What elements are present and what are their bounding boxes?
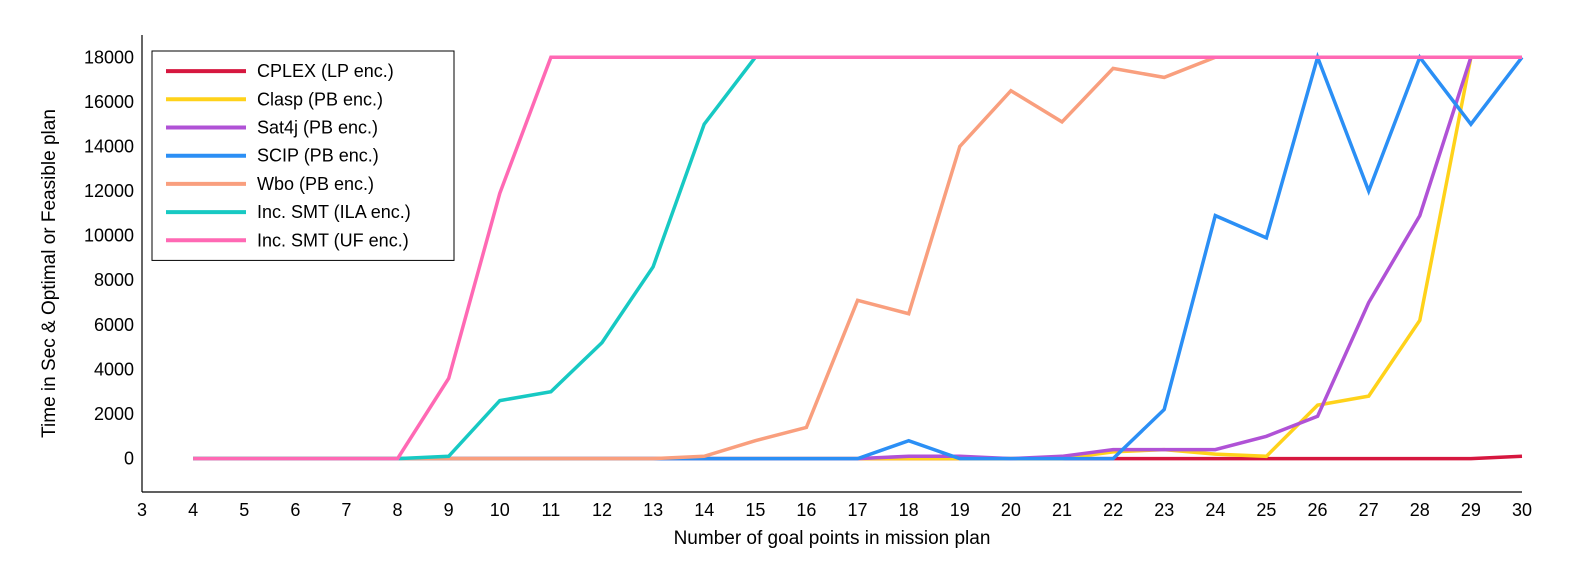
legend-label: Sat4j (PB enc.) (257, 118, 378, 138)
x-tick-label: 8 (393, 500, 403, 520)
x-tick-label: 10 (490, 500, 510, 520)
x-tick-label: 18 (899, 500, 919, 520)
x-tick-label: 16 (796, 500, 816, 520)
x-tick-label: 14 (694, 500, 714, 520)
x-tick-label: 24 (1205, 500, 1225, 520)
y-tick-label: 10000 (84, 226, 134, 246)
x-tick-label: 7 (341, 500, 351, 520)
x-tick-label: 15 (745, 500, 765, 520)
x-tick-label: 25 (1256, 500, 1276, 520)
x-tick-label: 9 (444, 500, 454, 520)
legend-label: CPLEX (LP enc.) (257, 61, 394, 81)
x-tick-label: 19 (950, 500, 970, 520)
x-tick-label: 30 (1512, 500, 1532, 520)
x-tick-label: 29 (1461, 500, 1481, 520)
y-tick-label: 4000 (94, 359, 134, 379)
x-tick-label: 23 (1154, 500, 1174, 520)
y-tick-label: 2000 (94, 404, 134, 424)
y-tick-label: 12000 (84, 181, 134, 201)
series-line (193, 55, 1522, 461)
x-axis-title: Number of goal points in mission plan (674, 528, 991, 549)
y-tick-label: 0 (124, 449, 134, 469)
x-tick-label: 17 (848, 500, 868, 520)
legend-label: Clasp (PB enc.) (257, 89, 383, 109)
x-tick-label: 21 (1052, 500, 1072, 520)
x-tick-label: 20 (1001, 500, 1021, 520)
x-tick-label: 22 (1103, 500, 1123, 520)
x-tick-label: 4 (188, 500, 198, 520)
x-tick-label: 6 (290, 500, 300, 520)
legend-label: SCIP (PB enc.) (257, 146, 379, 166)
x-tick-label: 12 (592, 500, 612, 520)
x-tick-label: 11 (542, 500, 561, 520)
y-axis-title: Time in Sec & Optimal or Feasible plan (39, 109, 60, 438)
y-tick-label: 6000 (94, 315, 134, 335)
legend-label: Inc. SMT (ILA enc.) (257, 202, 411, 222)
x-tick-label: 28 (1410, 500, 1430, 520)
y-tick-label: 16000 (84, 92, 134, 112)
y-tick-label: 18000 (84, 47, 134, 67)
axes (141, 35, 1522, 493)
x-tick-label: 5 (239, 500, 249, 520)
x-tick-label: 13 (643, 500, 663, 520)
x-tick-label: 3 (137, 500, 147, 520)
legend-label: Inc. SMT (UF enc.) (257, 230, 409, 250)
y-tick-label: 14000 (84, 136, 134, 156)
x-tick-label: 27 (1359, 500, 1379, 520)
y-tick-labels: 0 2000 4000 6000 8000 10000 12000 14000 16000 180… (84, 47, 134, 468)
y-tick-label: 8000 (94, 270, 134, 290)
x-tick-labels: 3 4 5 6 7 8 9 10 11 12 13 14 15 16 17 18 19 20 21 22 23 24 25 2… (137, 500, 1532, 520)
x-tick-label: 26 (1308, 500, 1328, 520)
legend: CPLEX (LP enc.) Clasp (PB enc.) Sat4j (PB … (151, 50, 455, 261)
legend-label: Wbo (PB enc.) (257, 174, 374, 194)
series-lines (193, 51, 1524, 461)
